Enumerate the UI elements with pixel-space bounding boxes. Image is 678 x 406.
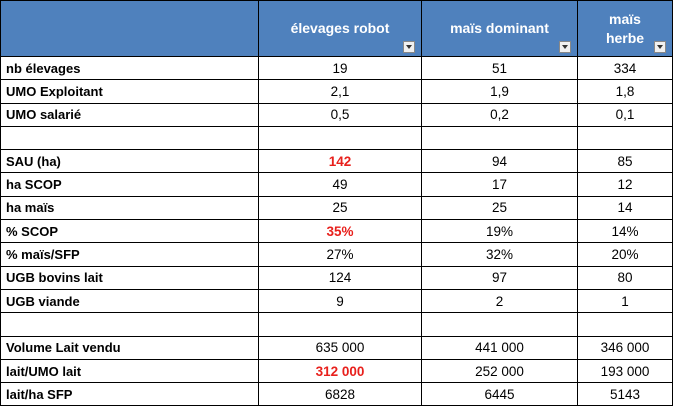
table-row: UMO salarié 0,5 0,2 0,1 xyxy=(0,102,673,127)
label-cell: lait/UMO lait xyxy=(0,358,259,384)
label-cell: ha maïs xyxy=(0,195,259,221)
table-row: % maïs/SFP 27% 32% 20% xyxy=(0,242,673,267)
value-cell: 2 xyxy=(421,288,578,314)
value-cell: 346 000 xyxy=(577,335,673,360)
filter-button[interactable] xyxy=(654,41,666,53)
value-cell: 441 000 xyxy=(421,335,578,360)
value-cell: 252 000 xyxy=(421,358,578,384)
label-cell xyxy=(0,312,259,337)
value-cell: 1,8 xyxy=(577,79,673,104)
value-cell: 0,1 xyxy=(577,102,673,127)
value-cell: 334 xyxy=(577,55,673,81)
table-row: % SCOP 35% 19% 14% xyxy=(0,219,673,244)
value-cell: 19% xyxy=(421,219,578,244)
value-cell: 1 xyxy=(577,288,673,314)
value-cell: 17 xyxy=(421,172,578,197)
label-cell: SAU (ha) xyxy=(0,149,259,174)
filter-button[interactable] xyxy=(559,41,571,53)
value-cell: 1,9 xyxy=(421,79,578,104)
value-cell: 94 xyxy=(421,149,578,174)
value-cell: 6445 xyxy=(421,382,578,406)
header-text: élevages robot xyxy=(290,20,390,36)
value-cell: 5143 xyxy=(577,382,673,406)
table-row xyxy=(0,125,673,151)
header-cell xyxy=(0,0,259,57)
value-cell: 9 xyxy=(258,288,422,314)
value-cell: 19 xyxy=(258,55,422,81)
table-row: Volume Lait vendu 635 000 441 000 346 000 xyxy=(0,335,673,360)
value-cell: 35% xyxy=(258,219,422,244)
header-cell: maïs herbe xyxy=(577,0,673,57)
label-cell: ha SCOP xyxy=(0,172,259,197)
label-cell: lait/ha SFP xyxy=(0,382,259,406)
table-row: UGB bovins lait 124 97 80 xyxy=(0,265,673,290)
label-cell: % maïs/SFP xyxy=(0,242,259,267)
value-cell: 14 xyxy=(577,195,673,221)
label-cell: Volume Lait vendu xyxy=(0,335,259,360)
value-cell: 51 xyxy=(421,55,578,81)
label-cell: UGB viande xyxy=(0,288,259,314)
value-cell xyxy=(258,125,422,151)
table-row: UMO Exploitant 2,1 1,9 1,8 xyxy=(0,79,673,104)
label-cell: nb élevages xyxy=(0,55,259,81)
value-cell xyxy=(421,125,578,151)
header-text: maïs herbe xyxy=(605,10,645,46)
header-cell: élevages robot xyxy=(258,0,422,57)
value-cell xyxy=(577,312,673,337)
value-cell: 85 xyxy=(577,149,673,174)
value-cell: 12 xyxy=(577,172,673,197)
header-row: élevages robot maïs dominant maïs herbe xyxy=(0,0,673,57)
filter-button[interactable] xyxy=(403,41,415,53)
label-cell: UMO Exploitant xyxy=(0,79,259,104)
value-cell: 32% xyxy=(421,242,578,267)
value-cell: 635 000 xyxy=(258,335,422,360)
table-row: SAU (ha) 142 94 85 xyxy=(0,149,673,174)
value-cell xyxy=(577,125,673,151)
table-row: ha maïs 25 25 14 xyxy=(0,195,673,221)
value-cell: 25 xyxy=(258,195,422,221)
value-cell: 193 000 xyxy=(577,358,673,384)
value-cell xyxy=(421,312,578,337)
value-cell: 25 xyxy=(421,195,578,221)
table-row: ha SCOP 49 17 12 xyxy=(0,172,673,197)
value-cell: 0,5 xyxy=(258,102,422,127)
value-cell: 49 xyxy=(258,172,422,197)
table-row: lait/ha SFP 6828 6445 5143 xyxy=(0,382,673,406)
table-row: nb élevages 19 51 334 xyxy=(0,55,673,81)
value-cell: 2,1 xyxy=(258,79,422,104)
value-cell: 312 000 xyxy=(258,358,422,384)
label-cell xyxy=(0,125,259,151)
value-cell: 124 xyxy=(258,265,422,290)
value-cell xyxy=(258,312,422,337)
table-row: lait/UMO lait 312 000 252 000 193 000 xyxy=(0,358,673,384)
value-cell: 20% xyxy=(577,242,673,267)
value-cell: 0,2 xyxy=(421,102,578,127)
table-row: UGB viande 9 2 1 xyxy=(0,288,673,314)
value-cell: 97 xyxy=(421,265,578,290)
label-cell: UMO salarié xyxy=(0,102,259,127)
header-text: maïs dominant xyxy=(450,20,549,36)
header-cell: maïs dominant xyxy=(421,0,578,57)
table-row xyxy=(0,312,673,337)
label-cell: % SCOP xyxy=(0,219,259,244)
label-cell: UGB bovins lait xyxy=(0,265,259,290)
value-cell: 27% xyxy=(258,242,422,267)
value-cell: 142 xyxy=(258,149,422,174)
value-cell: 14% xyxy=(577,219,673,244)
value-cell: 80 xyxy=(577,265,673,290)
value-cell: 6828 xyxy=(258,382,422,406)
